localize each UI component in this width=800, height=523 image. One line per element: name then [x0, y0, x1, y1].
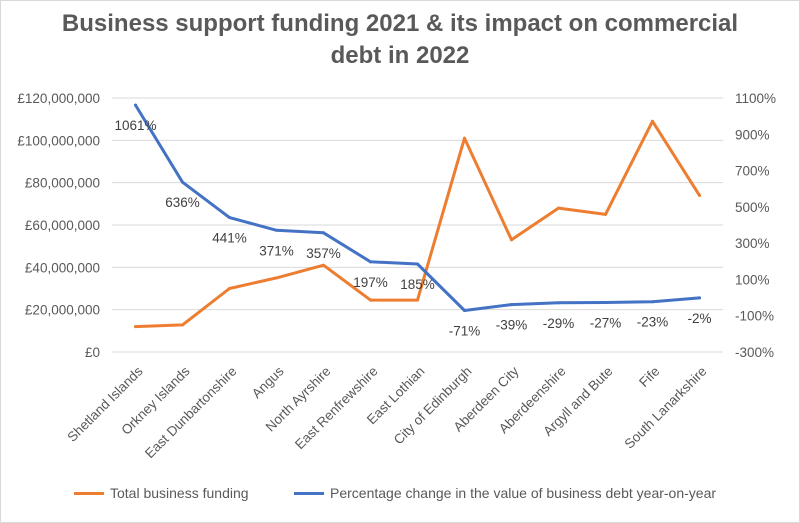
data-point	[557, 206, 560, 210]
data-point	[651, 119, 654, 123]
data-point	[604, 212, 607, 216]
series-lines	[134, 103, 701, 329]
data-point	[416, 298, 419, 302]
data-point	[275, 276, 278, 280]
legend-swatch-debt-change	[294, 491, 324, 495]
data-label: 197%	[353, 275, 388, 290]
data-labels: 1061% 636% 441% 371% 357% 197% 185% -71% -39% -29…	[114, 118, 711, 338]
data-point	[134, 103, 137, 107]
left-tick-label: £100,000,000	[17, 133, 100, 148]
legend-item-funding: Total business funding	[74, 485, 249, 501]
left-tick-label: £20,000,000	[25, 303, 100, 318]
data-label: 636%	[165, 195, 200, 210]
data-label: 357%	[306, 246, 341, 261]
data-point	[557, 301, 560, 305]
data-point	[463, 308, 466, 312]
right-tick-label: -100%	[735, 309, 774, 324]
data-point	[369, 298, 372, 302]
right-tick-label: 1100%	[735, 91, 776, 106]
series-line-funding	[134, 119, 701, 329]
data-label: -71%	[449, 323, 481, 338]
data-label: 1061%	[114, 118, 156, 133]
right-tick-label: 300%	[735, 236, 770, 251]
right-tick-label: -300%	[735, 345, 774, 360]
left-axis-ticks: £0 £20,000,000 £40,000,000 £60,000,000 £80,0…	[17, 91, 100, 360]
data-point	[322, 231, 325, 235]
left-tick-label: £120,000,000	[17, 91, 100, 106]
right-tick-label: 900%	[735, 127, 770, 142]
data-point	[510, 238, 513, 242]
data-point	[510, 303, 513, 307]
left-tick-label: £40,000,000	[25, 260, 100, 275]
right-tick-label: 500%	[735, 200, 770, 215]
x-tick-label: East Dunbartonshire	[142, 364, 240, 462]
right-tick-label: 700%	[735, 164, 770, 179]
left-tick-label: £60,000,000	[25, 218, 100, 233]
data-label: 441%	[212, 231, 247, 246]
legend-label-funding: Total business funding	[110, 485, 249, 501]
x-tick-label: Fife	[636, 364, 663, 391]
data-point	[228, 287, 231, 290]
right-tick-label: 100%	[735, 272, 770, 287]
data-label: 371%	[259, 243, 294, 258]
gridlines	[112, 97, 723, 353]
data-point	[322, 263, 325, 267]
data-point	[134, 325, 137, 329]
legend-label-debt-change: Percentage change in the value of busine…	[330, 485, 717, 501]
data-label: -2%	[687, 311, 711, 326]
data-point	[604, 300, 607, 304]
data-label: -27%	[590, 315, 622, 330]
right-axis-ticks: -300% -100% 100% 300% 500% 700% 900% 1100%	[735, 91, 776, 360]
data-label: -23%	[637, 315, 669, 330]
data-point	[698, 296, 701, 300]
data-point	[369, 260, 372, 264]
data-label: 185%	[400, 277, 435, 292]
left-tick-label: £0	[85, 345, 100, 360]
data-point	[181, 323, 184, 327]
x-tick-label: East Renfrewshire	[292, 364, 381, 453]
x-tick-label: South Lanarkshire	[622, 364, 710, 452]
data-point	[228, 216, 231, 220]
data-point	[698, 193, 701, 197]
data-point	[181, 180, 184, 184]
chart-title: Business support funding 2021 & its impa…	[0, 8, 800, 72]
left-tick-label: £80,000,000	[25, 176, 100, 191]
data-point	[463, 136, 466, 140]
x-tick-label: Angus	[249, 363, 287, 401]
legend-swatch-funding	[74, 491, 104, 495]
chart-title-line-2: debt in 2022	[330, 42, 470, 69]
chart-title-line-1: Business support funding 2021 & its impa…	[61, 10, 739, 37]
legend-item-debt-change: Percentage change in the value of busine…	[294, 485, 716, 501]
data-label: -29%	[543, 316, 575, 331]
data-point	[275, 228, 278, 232]
legend: Total business funding Percentage change…	[0, 485, 800, 507]
data-point	[416, 262, 419, 266]
data-label: -39%	[496, 318, 528, 333]
data-point	[651, 300, 654, 304]
